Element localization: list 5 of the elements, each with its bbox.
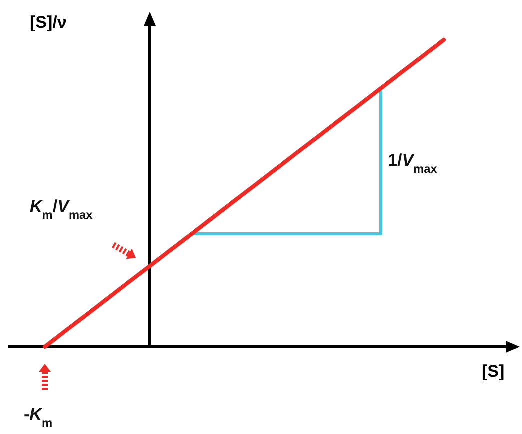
annotation: K$_{m}$/V$_{max}$ xyxy=(30,197,94,222)
annotation: 1/V$_{max}$ xyxy=(388,151,438,176)
text: -K$_{m}$ xyxy=(24,405,53,430)
y-axis-title: [S]/ν xyxy=(30,13,67,32)
x-axis-title: [S] xyxy=(482,362,505,381)
